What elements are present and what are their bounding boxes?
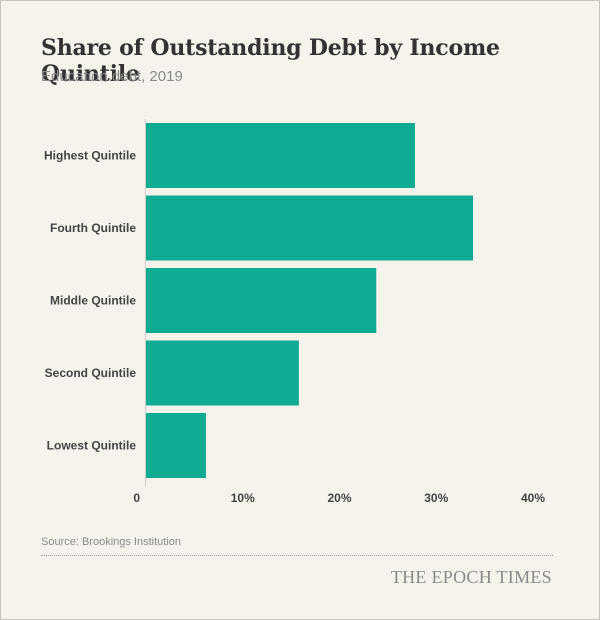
chart-subtitle: Education debt, 2019 xyxy=(41,68,183,85)
category-label: Second Quintile xyxy=(45,366,137,380)
bar-fourth-quintile xyxy=(146,195,474,261)
footer-divider xyxy=(41,555,553,556)
bar-middle-quintile xyxy=(146,268,377,333)
source-note: Source: Brookings Institution xyxy=(41,536,182,548)
bar-chart: Highest Quintile Fourth Quintile Middle Qu… xyxy=(44,119,545,505)
x-tick-label: 0 xyxy=(133,491,140,505)
chart-title: Share of Outstanding Debt by Income Quin… xyxy=(41,35,500,87)
category-label: Highest Quintile xyxy=(44,149,136,163)
x-tick-label: 40% xyxy=(521,491,545,505)
category-label: Fourth Quintile xyxy=(50,221,136,235)
bar-highest-quintile xyxy=(146,123,415,188)
bar-lowest-quintile xyxy=(146,413,206,478)
x-tick-label: 20% xyxy=(327,491,351,505)
x-tick-label: 30% xyxy=(424,491,448,505)
category-label: Middle Quintile xyxy=(50,294,136,308)
brand-logo: THE EPOCH TIMES xyxy=(390,567,552,587)
bar-second-quintile xyxy=(146,340,299,406)
x-tick-label: 10% xyxy=(231,491,255,505)
category-label: Lowest Quintile xyxy=(47,439,137,453)
